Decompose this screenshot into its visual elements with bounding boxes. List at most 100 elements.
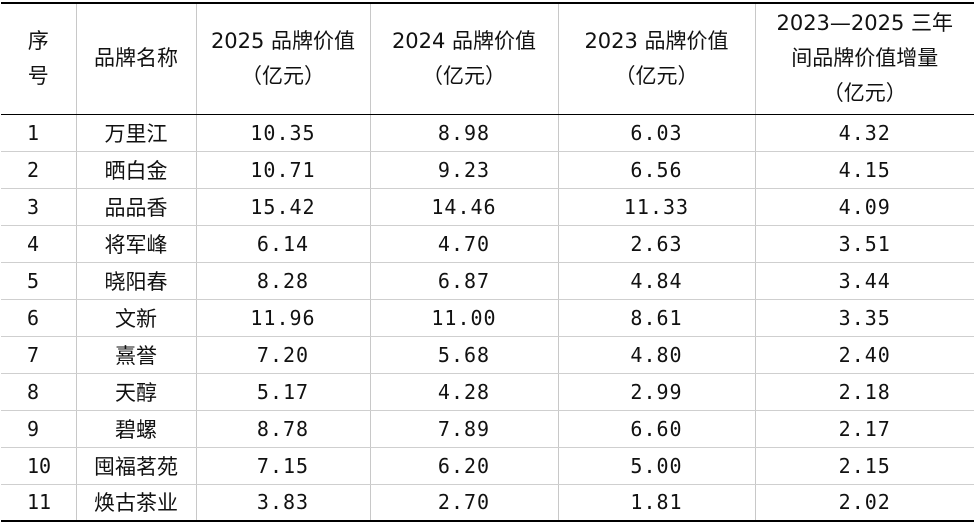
table-row: 8 天醇 5.17 4.28 2.99 2.18	[1, 373, 974, 411]
cell-value-2024: 7.89	[369, 410, 559, 448]
table-row: 6 文新 11.96 11.00 8.61 3.35	[1, 299, 974, 337]
cell-increase: 2.18	[754, 373, 974, 411]
header-increase: 2023—2025 三年 间品牌价值增量 （亿元）	[754, 3, 974, 115]
cell-increase: 4.09	[754, 188, 974, 226]
header-unit: （亿元）	[614, 63, 699, 88]
header-value-2023: 2023 品牌价值 （亿元）	[557, 3, 756, 115]
cell-brand: 品品香	[75, 188, 197, 226]
cell-value-2024: 11.00	[369, 299, 559, 337]
cell-value-2025: 7.20	[195, 336, 371, 374]
cell-value-2024: 4.70	[369, 225, 559, 263]
cell-brand: 焕古茶业	[75, 484, 197, 521]
cell-value-2025: 10.71	[195, 151, 371, 189]
cell-index: 3	[1, 188, 77, 226]
cell-value-2023: 4.84	[557, 262, 756, 300]
cell-index: 11	[1, 484, 77, 521]
cell-increase: 4.32	[754, 114, 974, 152]
cell-value-2023: 4.80	[557, 336, 756, 374]
cell-value-2025: 10.35	[195, 114, 371, 152]
cell-value-2025: 5.17	[195, 373, 371, 411]
cell-increase: 2.02	[754, 484, 974, 521]
cell-brand: 晒白金	[75, 151, 197, 189]
cell-brand: 碧螺	[75, 410, 197, 448]
cell-value-2023: 6.56	[557, 151, 756, 189]
table-row: 7 熹誉 7.20 5.68 4.80 2.40	[1, 336, 974, 374]
header-line: 2023 品牌价值	[584, 28, 729, 53]
table-row: 9 碧螺 8.78 7.89 6.60 2.17	[1, 410, 974, 448]
cell-value-2024: 9.23	[369, 151, 559, 189]
cell-brand: 文新	[75, 299, 197, 337]
cell-value-2024: 6.87	[369, 262, 559, 300]
cell-index: 1	[1, 114, 77, 152]
header-brand-label: 品牌名称	[94, 46, 178, 71]
header-unit: （亿元）	[241, 63, 325, 88]
cell-value-2023: 8.61	[557, 299, 756, 337]
cell-index: 5	[1, 262, 77, 300]
header-brand: 品牌名称	[75, 3, 197, 115]
header-line: 2025 品牌价值	[210, 28, 356, 53]
table-header: 序 号 品牌名称 2025 品牌价值 （亿元） 2024 品牌价值 （亿元） 2…	[1, 3, 974, 115]
cell-value-2023: 6.60	[557, 410, 756, 448]
cell-value-2025: 7.15	[195, 447, 371, 485]
header-index-line: 序	[27, 28, 49, 53]
table-row: 5 晓阳春 8.28 6.87 4.84 3.44	[1, 262, 974, 300]
cell-index: 8	[1, 373, 77, 411]
cell-index: 6	[1, 299, 77, 337]
table-row: 10 囤福茗苑 7.15 6.20 5.00 2.15	[1, 447, 974, 485]
header-value-2025: 2025 品牌价值 （亿元）	[195, 3, 371, 115]
cell-increase: 2.40	[754, 336, 974, 374]
cell-value-2024: 14.46	[369, 188, 559, 226]
table-row: 11 焕古茶业 3.83 2.70 1.81 2.02	[1, 484, 974, 521]
header-line: 间品牌价值增量	[791, 46, 939, 71]
header-value-2024: 2024 品牌价值 （亿元）	[369, 3, 559, 115]
cell-brand: 将军峰	[75, 225, 197, 263]
cell-value-2025: 6.14	[195, 225, 371, 263]
table-row: 4 将军峰 6.14 4.70 2.63 3.51	[1, 225, 974, 263]
cell-value-2023: 1.81	[557, 484, 756, 521]
cell-increase: 3.35	[754, 299, 974, 337]
cell-value-2023: 6.03	[557, 114, 756, 152]
cell-value-2025: 8.28	[195, 262, 371, 300]
header-index-line: 号	[27, 63, 49, 88]
cell-value-2023: 5.00	[557, 447, 756, 485]
cell-index: 7	[1, 336, 77, 374]
table-row: 3 品品香 15.42 14.46 11.33 4.09	[1, 188, 974, 226]
cell-brand: 熹誉	[75, 336, 197, 374]
cell-increase: 4.15	[754, 151, 974, 189]
cell-value-2025: 15.42	[195, 188, 371, 226]
table-row: 1 万里江 10.35 8.98 6.03 4.32	[1, 114, 974, 152]
cell-value-2025: 11.96	[195, 299, 371, 337]
cell-increase: 3.44	[754, 262, 974, 300]
cell-value-2023: 11.33	[557, 188, 756, 226]
cell-value-2024: 2.70	[369, 484, 559, 521]
header-row: 序 号 品牌名称 2025 品牌价值 （亿元） 2024 品牌价值 （亿元） 2…	[1, 3, 974, 115]
cell-increase: 2.17	[754, 410, 974, 448]
cell-value-2023: 2.63	[557, 225, 756, 263]
table-row: 2 晒白金 10.71 9.23 6.56 4.15	[1, 151, 974, 189]
cell-brand: 囤福茗苑	[75, 447, 197, 485]
cell-value-2024: 6.20	[369, 447, 559, 485]
cell-value-2023: 2.99	[557, 373, 756, 411]
cell-value-2025: 3.83	[195, 484, 371, 521]
header-unit: （亿元）	[822, 81, 907, 106]
header-line: 2023—2025 三年	[776, 11, 954, 36]
cell-value-2024: 5.68	[369, 336, 559, 374]
cell-increase: 2.15	[754, 447, 974, 485]
header-unit: （亿元）	[422, 63, 506, 88]
cell-index: 4	[1, 225, 77, 263]
cell-value-2025: 8.78	[195, 410, 371, 448]
header-line: 2024 品牌价值	[391, 28, 537, 53]
cell-brand: 天醇	[75, 373, 197, 411]
cell-brand: 晓阳春	[75, 262, 197, 300]
cell-index: 10	[1, 447, 77, 485]
cell-value-2024: 8.98	[369, 114, 559, 152]
header-index: 序 号	[1, 3, 77, 115]
cell-index: 9	[1, 410, 77, 448]
cell-index: 2	[1, 151, 77, 189]
cell-increase: 3.51	[754, 225, 974, 263]
cell-brand: 万里江	[75, 114, 197, 152]
table-body: 1 万里江 10.35 8.98 6.03 4.32 2 晒白金 10.71 9.23 6.56 4.…	[1, 114, 974, 521]
cell-value-2024: 4.28	[369, 373, 559, 411]
